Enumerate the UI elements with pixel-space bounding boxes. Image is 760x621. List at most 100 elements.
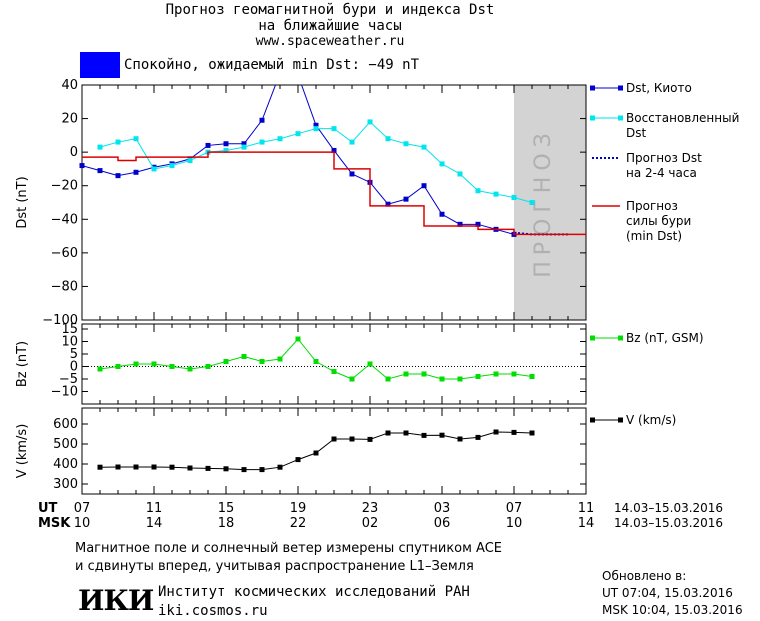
data-point bbox=[349, 376, 355, 382]
data-point bbox=[259, 139, 265, 145]
data-point bbox=[259, 117, 265, 123]
data-point bbox=[475, 188, 481, 194]
measurement-line-2: и сдвинуты вперед, учитывая распростране… bbox=[75, 559, 474, 574]
legend-label-line: Bz (nT, GSM) bbox=[626, 331, 704, 345]
legend-marker bbox=[618, 335, 623, 341]
legend-label: V (km/s) bbox=[626, 413, 676, 427]
y-tick-label: 600 bbox=[53, 417, 78, 432]
legend-label: Прогноз Dst на 2-4 часа bbox=[626, 151, 702, 180]
y-tick-label: 500 bbox=[53, 437, 78, 452]
legend-marker bbox=[590, 417, 595, 423]
data-point bbox=[349, 171, 355, 177]
data-point bbox=[403, 141, 409, 147]
updated-label: Обновлено в: bbox=[602, 569, 687, 583]
data-point bbox=[223, 466, 229, 472]
forecast-region bbox=[514, 85, 586, 320]
data-point bbox=[259, 467, 265, 473]
data-point bbox=[115, 364, 121, 369]
title-line-2: на ближайшие часы bbox=[258, 18, 402, 34]
chart-title: Прогноз геомагнитной бури и индекса Dst … bbox=[50, 2, 610, 50]
data-point bbox=[187, 366, 193, 372]
data-point bbox=[277, 136, 283, 142]
y-axis-label: V (km/s) bbox=[15, 424, 30, 479]
data-point bbox=[223, 141, 229, 147]
legend-marker bbox=[618, 115, 623, 121]
status-row: Спокойно, ожидаемый min Dst: −49 nT bbox=[80, 52, 419, 78]
series-line bbox=[99, 121, 533, 203]
source-url[interactable]: www.spaceweather.ru bbox=[255, 34, 405, 49]
data-point bbox=[439, 432, 445, 438]
data-point bbox=[475, 374, 481, 379]
data-point bbox=[457, 171, 463, 177]
data-point bbox=[151, 166, 157, 172]
institute-block: Институт космических исследований РАН ik… bbox=[158, 583, 470, 621]
ut-tick-label: 11 bbox=[578, 501, 595, 516]
data-point bbox=[187, 158, 193, 164]
data-point bbox=[295, 131, 301, 137]
y-tick-label: 5 bbox=[70, 347, 78, 362]
data-point bbox=[385, 376, 391, 382]
data-point bbox=[331, 147, 337, 153]
data-point bbox=[367, 436, 373, 442]
data-point bbox=[493, 429, 499, 435]
data-point bbox=[97, 464, 103, 470]
panel-frame bbox=[81, 407, 587, 495]
data-point bbox=[277, 464, 283, 470]
data-point bbox=[529, 430, 535, 436]
ut-tick-label: 19 bbox=[290, 501, 307, 516]
y-tick-label: 40 bbox=[61, 78, 78, 93]
legend-label: Прогноз силы бури (min Dst) bbox=[626, 199, 691, 243]
legend-marker bbox=[618, 417, 623, 423]
legend-label-line: на 2-4 часа bbox=[626, 166, 697, 180]
ut-tick-label: 03 bbox=[434, 501, 451, 516]
institute-name: Институт космических исследований РАН bbox=[158, 584, 470, 600]
data-point bbox=[457, 376, 463, 382]
data-point bbox=[313, 450, 319, 456]
data-point bbox=[133, 169, 139, 175]
data-point bbox=[403, 371, 409, 377]
data-point bbox=[313, 122, 319, 128]
y-tick-label: 20 bbox=[61, 112, 78, 127]
msk-tick-label: 14 bbox=[578, 516, 595, 531]
legend-label-line: (min Dst) bbox=[626, 229, 682, 243]
panel-2: 600 500 400 300 V (km/s) V (km/s) bbox=[15, 407, 676, 495]
data-point bbox=[97, 168, 103, 174]
legend-label: Bz (nT, GSM) bbox=[626, 331, 704, 345]
data-point bbox=[421, 183, 427, 189]
msk-tick-label: 14 bbox=[146, 516, 163, 531]
data-point bbox=[493, 371, 499, 377]
institute-url[interactable]: iki.cosmos.ru bbox=[158, 603, 268, 619]
data-point bbox=[475, 221, 481, 227]
ut-tick-label: 23 bbox=[362, 501, 379, 516]
ut-tick-label: 07 bbox=[506, 501, 523, 516]
data-point bbox=[439, 211, 445, 217]
data-point bbox=[385, 136, 391, 142]
legend-label: Восстановленный Dst bbox=[626, 111, 739, 140]
legend-label: Dst, Киото bbox=[626, 81, 692, 95]
data-point bbox=[493, 191, 499, 197]
updated-ut: UT 07:04, 15.03.2016 bbox=[602, 586, 733, 600]
data-point bbox=[511, 371, 517, 377]
measurement-note: Магнитное поле и солнечный ветер измерен… bbox=[75, 540, 502, 576]
data-point bbox=[133, 136, 139, 142]
y-axis-label: Dst (nT) bbox=[15, 176, 30, 228]
data-point bbox=[79, 163, 85, 169]
data-point bbox=[385, 430, 391, 436]
data-point bbox=[187, 465, 193, 471]
data-point bbox=[133, 464, 139, 470]
legend-label-line: Dst, Киото bbox=[626, 81, 692, 95]
y-tick-label: 10 bbox=[61, 335, 78, 350]
data-point bbox=[475, 434, 481, 440]
y-tick-label: −10 bbox=[51, 385, 78, 400]
iki-logo: ИКИ bbox=[78, 584, 154, 617]
data-point bbox=[313, 126, 319, 132]
data-point bbox=[169, 163, 175, 169]
data-point bbox=[223, 147, 229, 153]
panel-frame bbox=[81, 84, 587, 321]
msk-range: 14.03–15.03.2016 bbox=[614, 516, 723, 530]
y-tick-label: 0 bbox=[70, 360, 78, 375]
forecast-label: ПРОГНОЗ bbox=[531, 127, 556, 278]
y-tick-label: 15 bbox=[61, 322, 78, 337]
series-line bbox=[82, 151, 586, 236]
